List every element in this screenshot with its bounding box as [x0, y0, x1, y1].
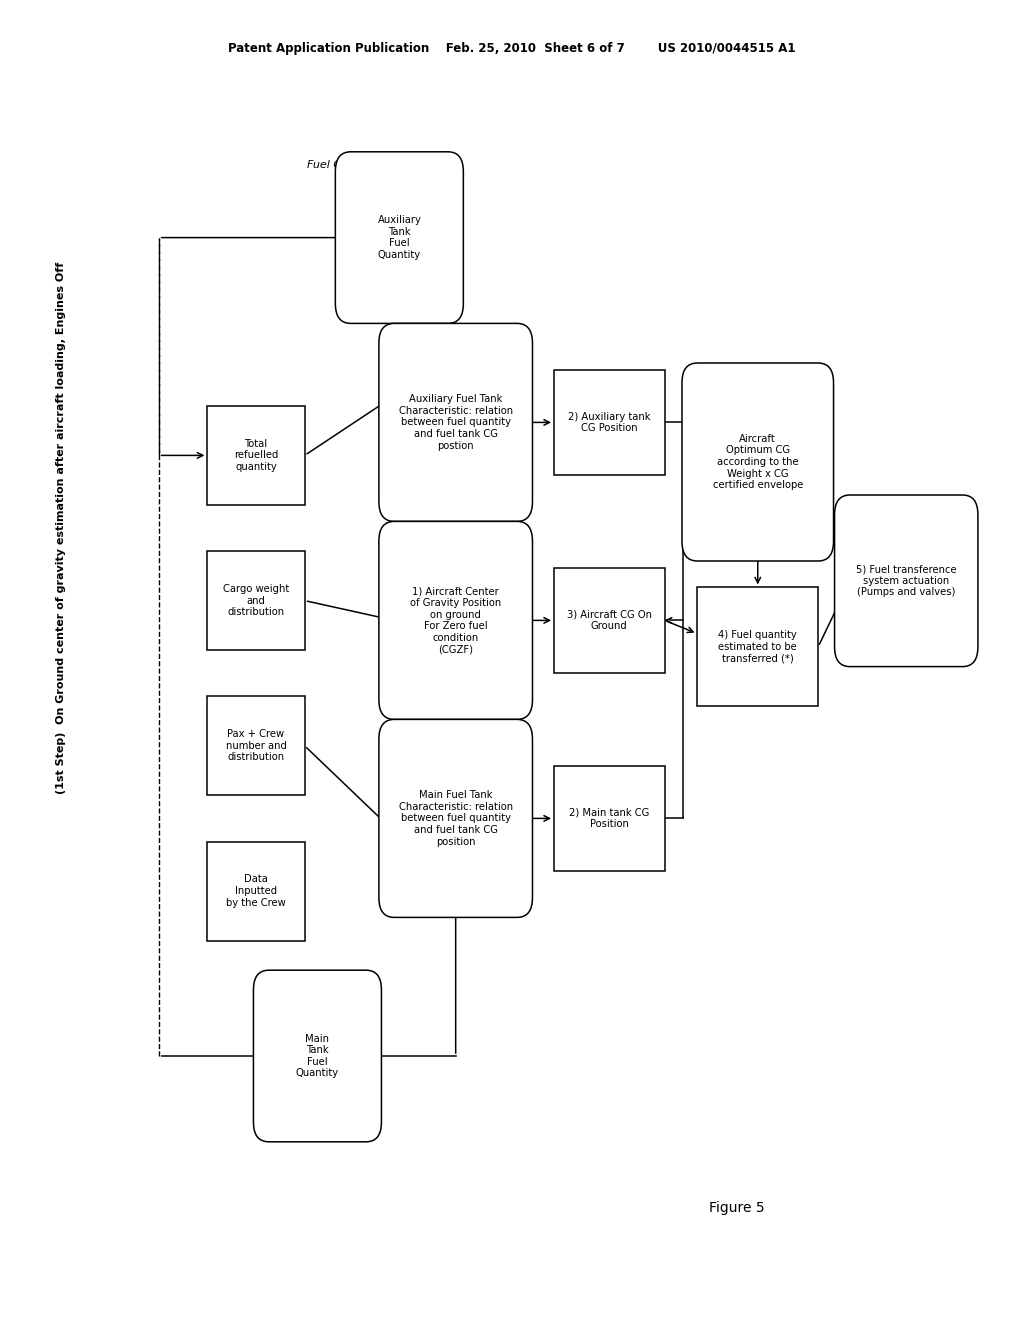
Text: 4) Fuel quantity
estimated to be
transferred (*): 4) Fuel quantity estimated to be transfe…	[719, 630, 797, 664]
Text: Auxiliary
Tank
Fuel
Quantity: Auxiliary Tank Fuel Quantity	[378, 215, 421, 260]
Text: Main
Tank
Fuel
Quantity: Main Tank Fuel Quantity	[296, 1034, 339, 1078]
Text: 5) Fuel transference
system actuation
(Pumps and valves): 5) Fuel transference system actuation (P…	[856, 564, 956, 598]
FancyBboxPatch shape	[835, 495, 978, 667]
FancyBboxPatch shape	[207, 697, 305, 795]
FancyBboxPatch shape	[697, 587, 818, 706]
Text: Main Fuel Tank
Characteristic: relation
between fuel quantity
and fuel tank CG
p: Main Fuel Tank Characteristic: relation …	[398, 791, 513, 846]
FancyBboxPatch shape	[254, 970, 381, 1142]
FancyBboxPatch shape	[554, 568, 665, 673]
Text: 2) Main tank CG
Position: 2) Main tank CG Position	[569, 808, 649, 829]
FancyBboxPatch shape	[207, 407, 305, 504]
Text: Total
refuelled
quantity: Total refuelled quantity	[233, 438, 279, 473]
FancyBboxPatch shape	[379, 719, 532, 917]
Text: Auxiliary Fuel Tank
Characteristic: relation
between fuel quantity
and fuel tank: Auxiliary Fuel Tank Characteristic: rela…	[398, 395, 513, 450]
Text: Pax + Crew
number and
distribution: Pax + Crew number and distribution	[225, 729, 287, 763]
Text: 1) Aircraft Center
of Gravity Position
on ground
For Zero fuel
condition
(CGZF): 1) Aircraft Center of Gravity Position o…	[410, 586, 502, 655]
Text: Figure 5: Figure 5	[710, 1201, 765, 1214]
FancyBboxPatch shape	[554, 766, 665, 871]
Text: Fuel Quantity Check: Fuel Quantity Check	[307, 160, 420, 170]
Text: 3) Aircraft CG On
Ground: 3) Aircraft CG On Ground	[566, 610, 652, 631]
FancyBboxPatch shape	[554, 370, 665, 475]
Text: (1st Step)  On Ground center of gravity estimation after aircraft loading, Engin: (1st Step) On Ground center of gravity e…	[56, 261, 67, 795]
Text: 2) Auxiliary tank
CG Position: 2) Auxiliary tank CG Position	[568, 412, 650, 433]
Text: Patent Application Publication    Feb. 25, 2010  Sheet 6 of 7        US 2010/004: Patent Application Publication Feb. 25, …	[228, 42, 796, 54]
FancyBboxPatch shape	[682, 363, 834, 561]
FancyBboxPatch shape	[207, 842, 305, 940]
Text: Data
Inputted
by the Crew: Data Inputted by the Crew	[226, 874, 286, 908]
Text: Aircraft
Optimum CG
according to the
Weight x CG
certified envelope: Aircraft Optimum CG according to the Wei…	[713, 434, 803, 490]
Text: Cargo weight
and
distribution: Cargo weight and distribution	[223, 583, 289, 618]
FancyBboxPatch shape	[379, 323, 532, 521]
FancyBboxPatch shape	[379, 521, 532, 719]
FancyBboxPatch shape	[336, 152, 463, 323]
FancyBboxPatch shape	[207, 552, 305, 649]
